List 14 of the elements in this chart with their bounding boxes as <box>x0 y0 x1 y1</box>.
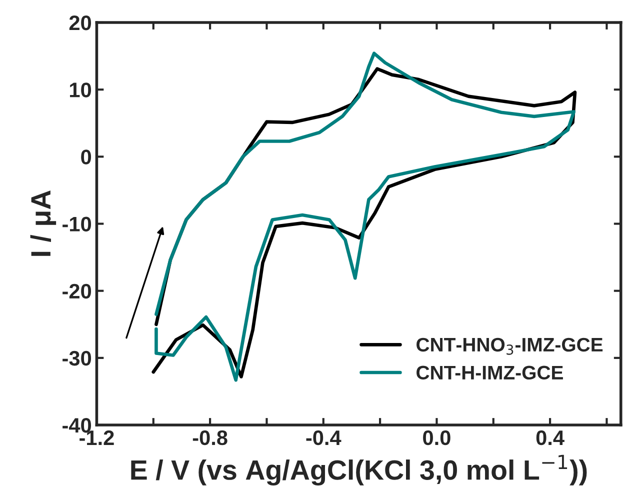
x-axis-title: E / V (vs Ag/AgCl(KCl 3,0 mol L$^{−1}$)) <box>131 454 587 486</box>
x-tick-label: 0.0 <box>423 430 450 446</box>
legend-label: CNT-HNO$_{3}$-IMZ-GCE <box>416 338 603 355</box>
x-tick-label: -0.4 <box>306 430 342 446</box>
x-tick-label: 0.4 <box>536 430 564 446</box>
x-tick-label: -0.8 <box>192 430 228 446</box>
y-tick-label: -30 <box>62 350 92 366</box>
y-tick-label: -20 <box>62 284 92 299</box>
y-tick-label: 10 <box>70 82 92 98</box>
y-tick-label: 20 <box>69 16 92 30</box>
y-axis-title: I / μA <box>30 190 56 256</box>
y-tick-label: 0 <box>81 150 92 164</box>
y-tick-label: -10 <box>62 216 92 232</box>
legend-label: CNT-H-IMZ-GCE <box>416 366 563 380</box>
